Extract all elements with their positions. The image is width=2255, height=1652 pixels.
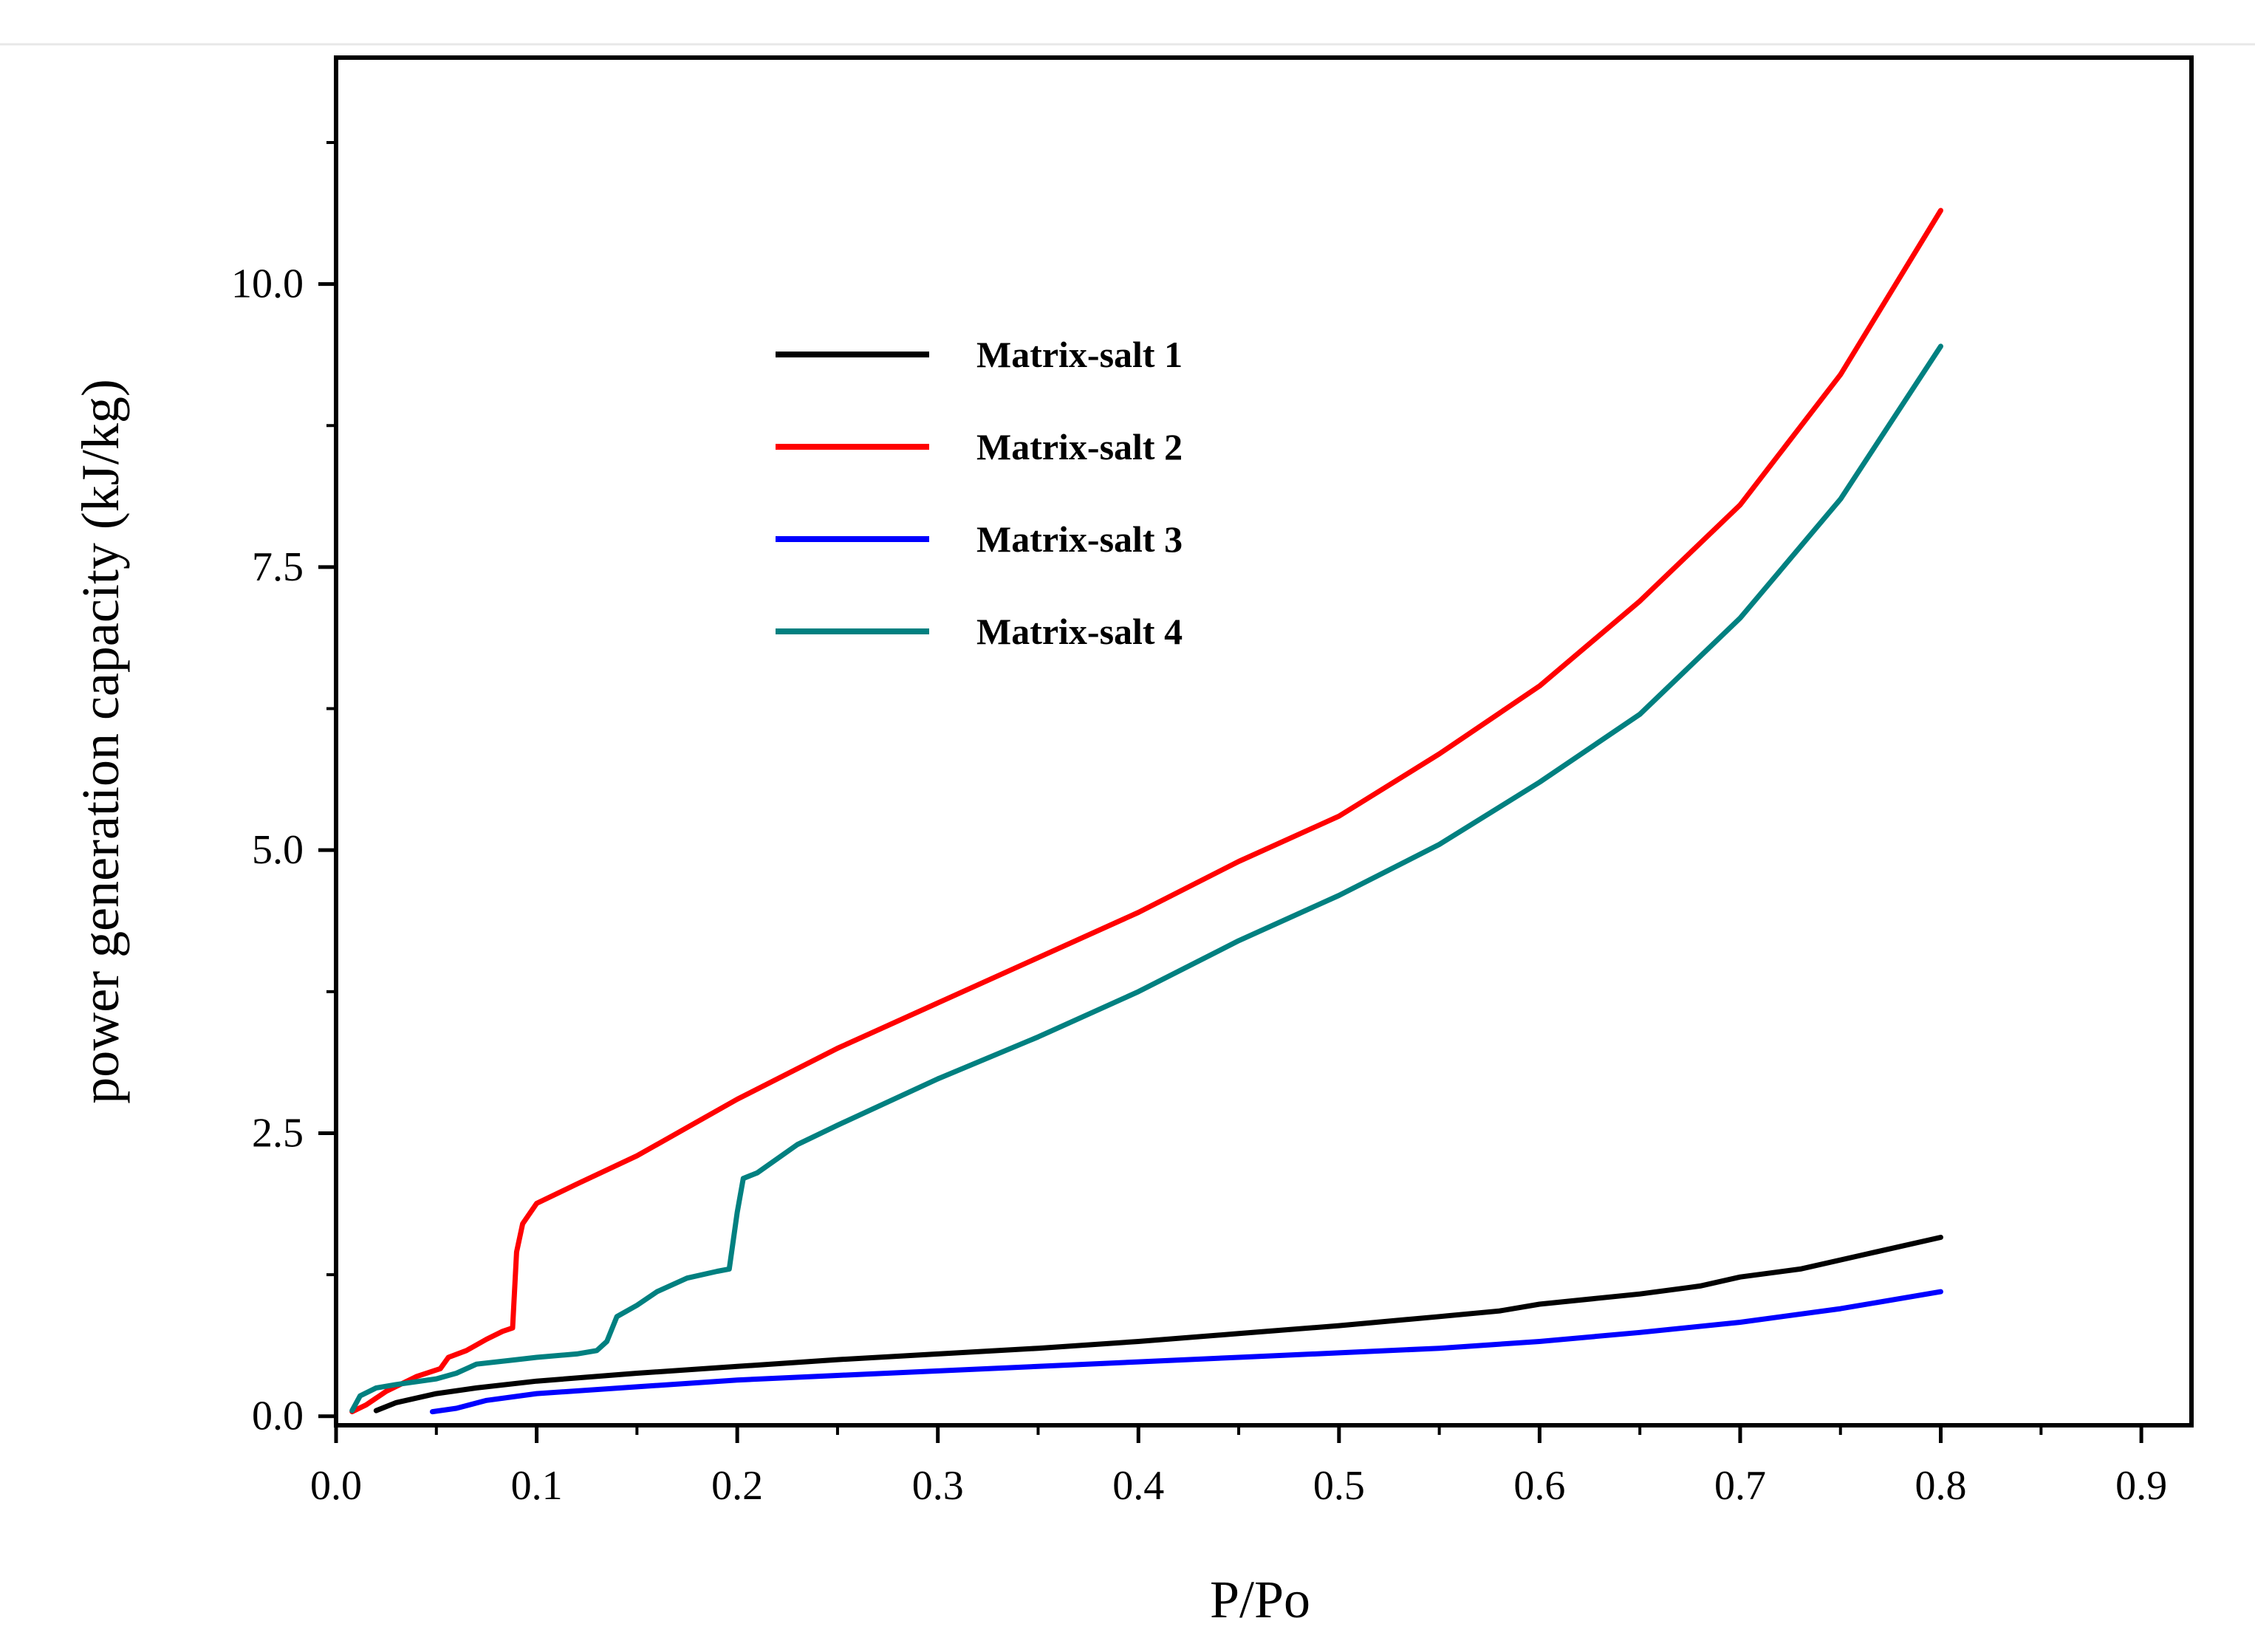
legend-label: Matrix-salt 1 (976, 334, 1183, 375)
y-tick-label: 7.5 (252, 544, 304, 590)
x-tick-label: 0.9 (2115, 1463, 2167, 1509)
y-axis: 0.0 2.5 5.0 7.5 10.0 (231, 140, 336, 1439)
y-tick-label: 0.0 (252, 1394, 304, 1439)
series-line-matrix-salt-4 (349, 343, 1943, 1413)
x-tick-label: 0.1 (511, 1463, 563, 1509)
series-line-matrix-salt-1 (373, 1235, 1943, 1413)
y-axis-title: power generation capacity (kJ/kg) (71, 379, 130, 1104)
legend-label: Matrix-salt 4 (976, 611, 1183, 652)
y-tick-label: 5.0 (252, 827, 304, 873)
x-tick-label: 0.5 (1313, 1463, 1365, 1509)
series-line-matrix-salt-2 (349, 208, 1943, 1415)
x-tick-label: 0.0 (310, 1463, 362, 1509)
x-tick-label: 0.8 (1915, 1463, 1967, 1509)
x-tick-label: 0.6 (1513, 1463, 1565, 1509)
y-tick-label: 10.0 (231, 261, 304, 307)
y-tick-label: 2.5 (252, 1110, 304, 1156)
x-tick-label: 0.4 (1112, 1463, 1164, 1509)
series-line-matrix-salt-3 (429, 1289, 1943, 1415)
x-axis-title: P/Po (1210, 1570, 1310, 1629)
series-layer (349, 208, 1943, 1415)
legend-label: Matrix-salt 3 (976, 518, 1183, 560)
plot-frame (334, 55, 2194, 1427)
legend: Matrix-salt 1 Matrix-salt 2 Matrix-salt 3 M… (776, 334, 1183, 652)
x-axis: 0.0 0.1 0.2 0.3 0.4 0.5 0.6 0.7 0.8 0.9 (310, 1425, 2167, 1509)
x-tick-label: 0.7 (1714, 1463, 1766, 1509)
legend-label: Matrix-salt 2 (976, 426, 1183, 467)
x-tick-label: 0.3 (912, 1463, 964, 1509)
x-tick-label: 0.2 (711, 1463, 763, 1509)
